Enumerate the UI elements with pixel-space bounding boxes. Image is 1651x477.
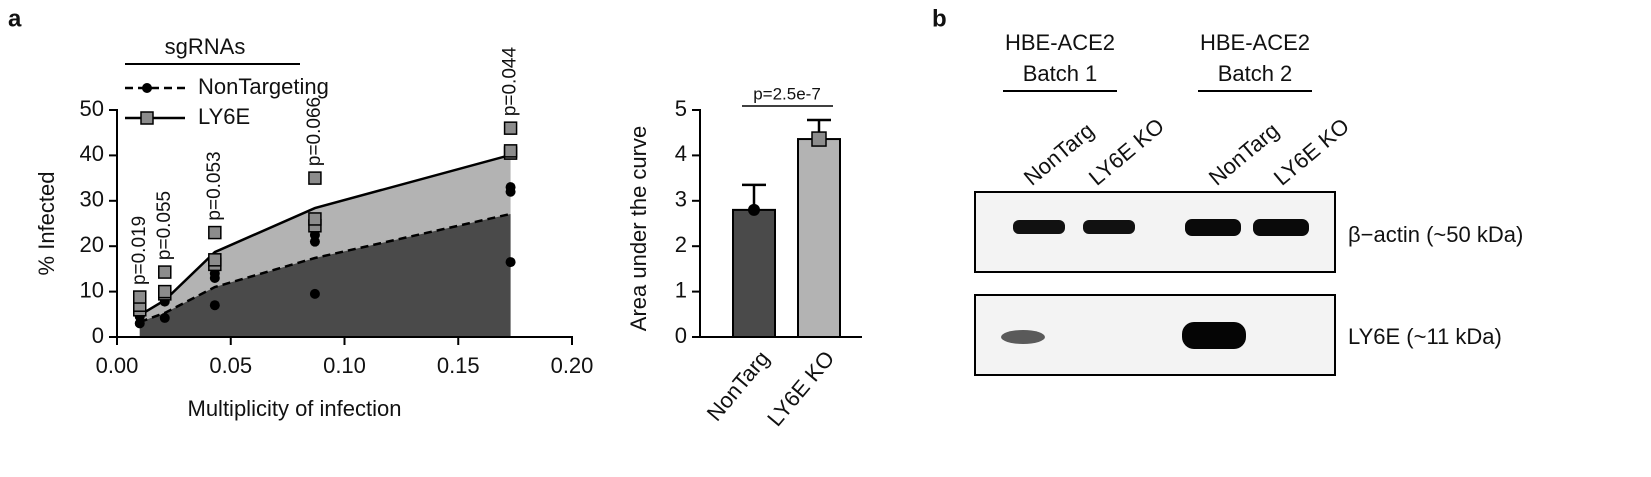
replicate-point xyxy=(505,257,516,268)
replicate-point xyxy=(208,253,222,267)
replicate-point xyxy=(308,212,322,226)
p-value: p=0.053 xyxy=(204,151,225,220)
legend-title: sgRNAs xyxy=(165,34,246,59)
p-value: p=2.5e-7 xyxy=(753,84,821,103)
replicate-point xyxy=(503,121,518,135)
legend-marker xyxy=(142,83,152,93)
y-axis-label: % Infected xyxy=(34,172,59,276)
y-tick-label: 30 xyxy=(80,187,104,212)
band-label: β−actin (~50 kDa) xyxy=(1348,222,1523,247)
replicate-point xyxy=(159,312,170,323)
mean-point xyxy=(811,131,827,147)
p-value: p=0.044 xyxy=(500,47,521,117)
blot-header: Batch 2 xyxy=(1218,61,1293,86)
lane-label: LY6E KO xyxy=(1084,113,1169,190)
replicate-point xyxy=(308,171,322,185)
x-tick-label: 0.20 xyxy=(551,353,594,378)
p-value: p=0.066 xyxy=(304,97,325,166)
x-tick-label: 0.15 xyxy=(437,353,480,378)
bar xyxy=(732,208,776,339)
p-value: p=0.055 xyxy=(154,191,175,260)
x-tick-label: 0.10 xyxy=(323,353,366,378)
mean-point xyxy=(748,203,760,216)
panel-label: a xyxy=(8,5,22,32)
lane-label: NonTarg xyxy=(1019,118,1099,191)
y-tick-label: 3 xyxy=(675,187,687,212)
x-tick-label: 0.00 xyxy=(96,353,139,378)
p-value: p=0.019 xyxy=(129,216,150,285)
band-label: LY6E (~11 kDa) xyxy=(1348,324,1502,349)
y-axis-label: Area under the curve xyxy=(626,126,651,331)
bar xyxy=(797,138,841,338)
replicate-point xyxy=(505,182,516,193)
replicate-point xyxy=(503,144,518,158)
panel-label: b xyxy=(932,5,947,32)
y-tick-label: 0 xyxy=(675,323,687,348)
mean-line xyxy=(139,153,511,317)
band xyxy=(1185,219,1241,236)
y-tick-label: 5 xyxy=(675,96,687,121)
blot-header: HBE-ACE2 xyxy=(1005,30,1115,55)
y-tick-label: 50 xyxy=(80,96,104,121)
legend-label: LY6E xyxy=(198,104,250,129)
y-tick-label: 2 xyxy=(675,232,687,257)
band xyxy=(1182,322,1246,349)
replicate-point xyxy=(133,290,147,304)
replicate-point xyxy=(209,300,220,311)
replicate-point xyxy=(158,265,172,279)
y-tick-label: 40 xyxy=(80,141,104,166)
legend-label: NonTargeting xyxy=(198,74,329,99)
band xyxy=(1013,220,1065,234)
area xyxy=(139,213,511,337)
y-tick-label: 10 xyxy=(80,277,104,302)
y-tick-label: 4 xyxy=(675,141,687,166)
band xyxy=(1001,330,1045,344)
blot xyxy=(974,191,1336,376)
replicate-point xyxy=(158,284,172,299)
y-tick-label: 1 xyxy=(675,277,687,302)
band xyxy=(1253,219,1309,236)
x-axis-label: Multiplicity of infection xyxy=(188,396,402,421)
x-tick-label: 0.05 xyxy=(209,353,252,378)
replicate-point xyxy=(309,288,320,299)
band xyxy=(1083,220,1135,234)
legend-marker xyxy=(140,111,154,125)
y-tick-label: 20 xyxy=(80,232,104,257)
replicate-point xyxy=(208,225,222,240)
blot-header: Batch 1 xyxy=(1023,61,1098,86)
lane-label: NonTarg xyxy=(1204,118,1284,191)
x-tick-label: LY6E KO xyxy=(762,346,839,431)
mean-line xyxy=(139,212,511,324)
blot-header: HBE-ACE2 xyxy=(1200,30,1310,55)
y-tick-label: 0 xyxy=(92,323,104,348)
lane-label: LY6E KO xyxy=(1269,113,1354,190)
